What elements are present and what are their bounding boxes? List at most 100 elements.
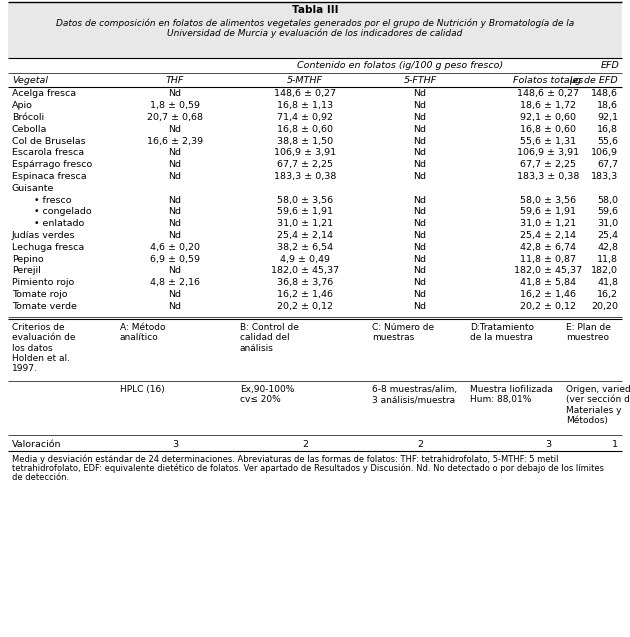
Text: E: Plan de
muestreo: E: Plan de muestreo — [566, 323, 611, 342]
Text: • congelado: • congelado — [34, 207, 91, 217]
Text: 16,8: 16,8 — [597, 125, 618, 134]
Text: B: Control de
calidad del
análisis: B: Control de calidad del análisis — [240, 323, 299, 352]
Text: 5-FTHF: 5-FTHF — [403, 76, 437, 85]
Text: Nd: Nd — [413, 207, 427, 217]
Text: Nd: Nd — [413, 125, 427, 134]
Text: 6,9 ± 0,59: 6,9 ± 0,59 — [150, 255, 200, 264]
Text: 182,0 ± 45,37: 182,0 ± 45,37 — [514, 266, 582, 275]
Text: Nd: Nd — [413, 148, 427, 157]
Text: Ex,90-100%
cv≤ 20%: Ex,90-100% cv≤ 20% — [240, 385, 294, 404]
Text: Nd: Nd — [413, 101, 427, 110]
Text: Nd: Nd — [168, 148, 181, 157]
Text: 11,8 ± 0,87: 11,8 ± 0,87 — [520, 255, 576, 264]
Text: 2: 2 — [417, 440, 423, 448]
Text: Nd: Nd — [413, 255, 427, 264]
Text: 182,0 ± 45,37: 182,0 ± 45,37 — [271, 266, 339, 275]
Text: Pimiento rojo: Pimiento rojo — [12, 278, 74, 287]
Text: 31,0 ± 1,21: 31,0 ± 1,21 — [520, 219, 576, 228]
Text: 148,6 ± 0,27: 148,6 ± 0,27 — [517, 89, 579, 98]
Text: Brócoli: Brócoli — [12, 113, 44, 122]
Text: 25,4: 25,4 — [597, 231, 618, 240]
Text: Nd: Nd — [413, 160, 427, 169]
Text: 92,1 ± 0,60: 92,1 ± 0,60 — [520, 113, 576, 122]
Text: Nd: Nd — [413, 243, 427, 252]
Text: Vegetal: Vegetal — [12, 76, 48, 85]
Text: 16,2 ± 1,46: 16,2 ± 1,46 — [520, 290, 576, 299]
Text: 38,2 ± 6,54: 38,2 ± 6,54 — [277, 243, 333, 252]
Text: de detección.: de detección. — [12, 473, 69, 482]
Text: 20,2 ± 0,12: 20,2 ± 0,12 — [520, 302, 576, 311]
Text: 183,3 ± 0,38: 183,3 ± 0,38 — [517, 172, 579, 181]
Text: THF: THF — [166, 76, 184, 85]
Text: Nd: Nd — [413, 219, 427, 228]
Text: 16,2 ± 1,46: 16,2 ± 1,46 — [277, 290, 333, 299]
Text: 16,8 ± 0,60: 16,8 ± 0,60 — [520, 125, 576, 134]
Text: Escarola fresca: Escarola fresca — [12, 148, 84, 157]
Text: 11,8: 11,8 — [597, 255, 618, 264]
Text: 55,6: 55,6 — [597, 136, 618, 145]
Text: Nd: Nd — [413, 290, 427, 299]
Text: 106,9 ± 3,91: 106,9 ± 3,91 — [274, 148, 336, 157]
Text: 59,6 ± 1,91: 59,6 ± 1,91 — [277, 207, 333, 217]
Text: Nd: Nd — [413, 113, 427, 122]
Text: Guisante: Guisante — [12, 183, 54, 193]
Text: 55,6 ± 1,31: 55,6 ± 1,31 — [520, 136, 576, 145]
Text: 18,6: 18,6 — [597, 101, 618, 110]
Text: Nd: Nd — [413, 89, 427, 98]
Text: Nd: Nd — [413, 172, 427, 181]
Text: Tomate rojo: Tomate rojo — [12, 290, 67, 299]
Text: 20,7 ± 0,68: 20,7 ± 0,68 — [147, 113, 203, 122]
Text: 5-MTHF: 5-MTHF — [287, 76, 323, 85]
Text: Nd: Nd — [413, 136, 427, 145]
Text: Nd: Nd — [168, 160, 181, 169]
Text: 1,8 ± 0,59: 1,8 ± 0,59 — [150, 101, 200, 110]
Text: Col de Bruselas: Col de Bruselas — [12, 136, 86, 145]
Text: Nd: Nd — [168, 207, 181, 217]
Text: 67,7: 67,7 — [597, 160, 618, 169]
Text: Perejil: Perejil — [12, 266, 41, 275]
Text: 71,4 ± 0,92: 71,4 ± 0,92 — [277, 113, 333, 122]
Text: 183,3 ± 0,38: 183,3 ± 0,38 — [274, 172, 336, 181]
Text: 92,1: 92,1 — [597, 113, 618, 122]
Text: 18,6 ± 1,72: 18,6 ± 1,72 — [520, 101, 576, 110]
Text: 2: 2 — [302, 440, 308, 448]
Text: D:Tratamiento
de la muestra: D:Tratamiento de la muestra — [470, 323, 534, 342]
Text: 182,0: 182,0 — [591, 266, 618, 275]
Text: 6-8 muestras/alim,
3 análisis/muestra: 6-8 muestras/alim, 3 análisis/muestra — [372, 385, 457, 404]
Text: Nd: Nd — [168, 266, 181, 275]
Text: 183,3: 183,3 — [591, 172, 618, 181]
Text: 1: 1 — [612, 440, 618, 448]
Text: 58,0 ± 3,56: 58,0 ± 3,56 — [520, 196, 576, 204]
Text: 58,0 ± 3,56: 58,0 ± 3,56 — [277, 196, 333, 204]
Text: 106,9 ± 3,91: 106,9 ± 3,91 — [517, 148, 579, 157]
Text: Contenido en folatos (ig/100 g peso fresco): Contenido en folatos (ig/100 g peso fres… — [297, 61, 503, 70]
Text: 58,0: 58,0 — [597, 196, 618, 204]
Text: 148,6 ± 0,27: 148,6 ± 0,27 — [274, 89, 336, 98]
Text: Folatos totales: Folatos totales — [513, 76, 583, 85]
Text: Tabla III: Tabla III — [292, 5, 338, 15]
Text: 148,6: 148,6 — [591, 89, 618, 98]
Text: 36,8 ± 3,76: 36,8 ± 3,76 — [277, 278, 333, 287]
Text: Acelga fresca: Acelga fresca — [12, 89, 76, 98]
Text: Lechuga fresca: Lechuga fresca — [12, 243, 84, 252]
Text: • enlatado: • enlatado — [34, 219, 84, 228]
Text: 20,20: 20,20 — [591, 302, 618, 311]
Text: Nd: Nd — [413, 196, 427, 204]
Text: 16,6 ± 2,39: 16,6 ± 2,39 — [147, 136, 203, 145]
Text: 20,2 ± 0,12: 20,2 ± 0,12 — [277, 302, 333, 311]
Text: µg de EFD: µg de EFD — [570, 76, 618, 85]
Text: Nd: Nd — [413, 231, 427, 240]
Text: 31,0 ± 1,21: 31,0 ± 1,21 — [277, 219, 333, 228]
Text: Nd: Nd — [168, 231, 181, 240]
Text: 16,2: 16,2 — [597, 290, 618, 299]
Text: A: Método
analítico: A: Método analítico — [120, 323, 166, 342]
Text: Nd: Nd — [168, 290, 181, 299]
Text: EFD: EFD — [600, 61, 619, 70]
Text: Nd: Nd — [413, 266, 427, 275]
Text: Nd: Nd — [168, 89, 181, 98]
Text: Nd: Nd — [168, 172, 181, 181]
Text: 3: 3 — [545, 440, 551, 448]
Text: C: Número de
muestras: C: Número de muestras — [372, 323, 434, 342]
Text: Nd: Nd — [168, 196, 181, 204]
Text: 16,8 ± 0,60: 16,8 ± 0,60 — [277, 125, 333, 134]
